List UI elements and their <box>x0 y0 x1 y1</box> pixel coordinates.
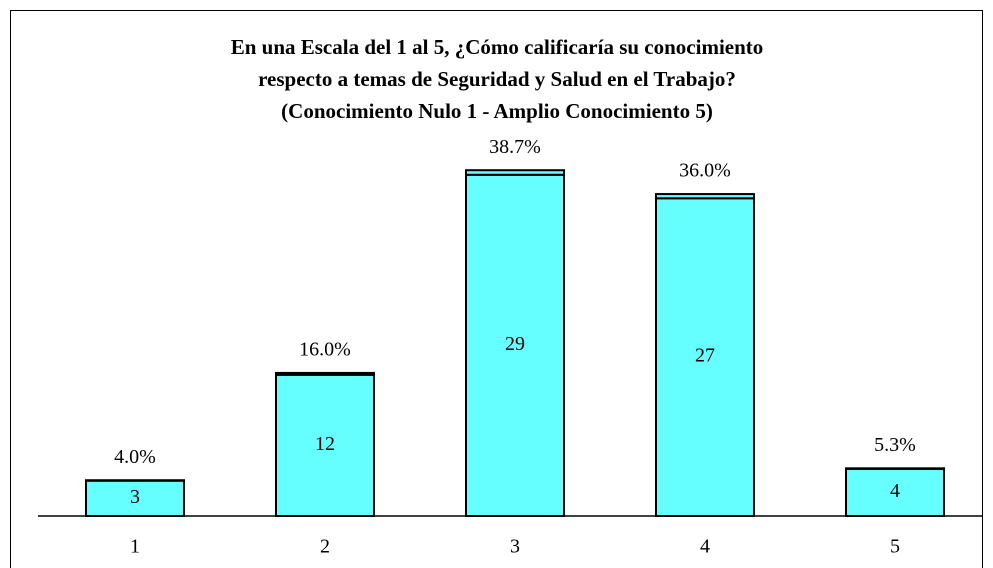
percent-label: 5.3% <box>874 434 916 456</box>
x-tick-label: 4 <box>700 536 710 558</box>
chart-frame <box>10 10 983 568</box>
x-tick-label: 5 <box>890 536 900 558</box>
percent-label: 36.0% <box>679 160 731 182</box>
bar <box>655 193 755 200</box>
x-tick-label: 3 <box>510 536 520 558</box>
chart-title: respecto a temas de Seguridad y Salud en… <box>258 67 736 91</box>
bar <box>845 467 945 470</box>
bar-value-label: 3 <box>130 486 140 508</box>
bar-value-label: 27 <box>695 345 715 367</box>
x-tick-label: 2 <box>320 536 330 558</box>
chart-title: En una Escala del 1 al 5, ¿Cómo califica… <box>231 35 764 59</box>
bar-value-label: 4 <box>890 480 900 502</box>
bar <box>275 371 375 376</box>
bar-value-label: 12 <box>315 433 335 455</box>
chart-title: (Conocimiento Nulo 1 - Amplio Conocimien… <box>281 99 713 123</box>
percent-label: 16.0% <box>299 339 351 361</box>
percent-label: 4.0% <box>114 446 156 468</box>
bar <box>845 467 945 517</box>
bar <box>655 197 755 518</box>
x-tick-label: 1 <box>130 536 140 558</box>
percent-label: 38.7% <box>489 136 541 158</box>
bar <box>465 169 565 176</box>
bar <box>275 373 375 517</box>
bar-value-label: 29 <box>505 333 525 355</box>
